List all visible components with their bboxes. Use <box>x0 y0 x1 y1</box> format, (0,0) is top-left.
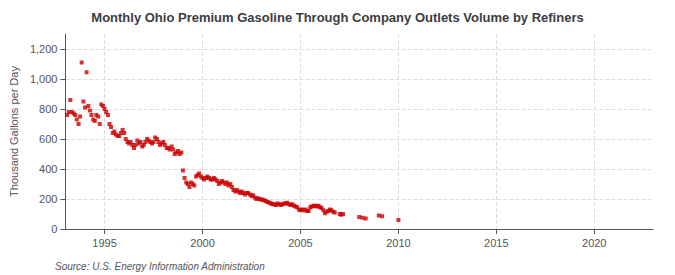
svg-text:2020: 2020 <box>582 237 606 249</box>
svg-text:1,000: 1,000 <box>30 73 58 85</box>
svg-text:Source: U.S. Energy Informatio: Source: U.S. Energy Information Administ… <box>55 261 265 272</box>
svg-text:2005: 2005 <box>288 237 312 249</box>
svg-text:800: 800 <box>39 103 57 115</box>
svg-text:2000: 2000 <box>190 237 214 249</box>
svg-text:0: 0 <box>51 223 57 235</box>
svg-text:1,200: 1,200 <box>30 43 58 55</box>
svg-text:1995: 1995 <box>92 237 116 249</box>
svg-text:2015: 2015 <box>484 237 508 249</box>
svg-text:Thousand Gallons per Day: Thousand Gallons per Day <box>8 66 20 197</box>
svg-text:Monthly Ohio Premium Gasoline: Monthly Ohio Premium Gasoline Through Co… <box>91 10 583 25</box>
svg-text:600: 600 <box>39 133 57 145</box>
svg-text:200: 200 <box>39 193 57 205</box>
svg-text:2010: 2010 <box>386 237 410 249</box>
svg-text:400: 400 <box>39 163 57 175</box>
